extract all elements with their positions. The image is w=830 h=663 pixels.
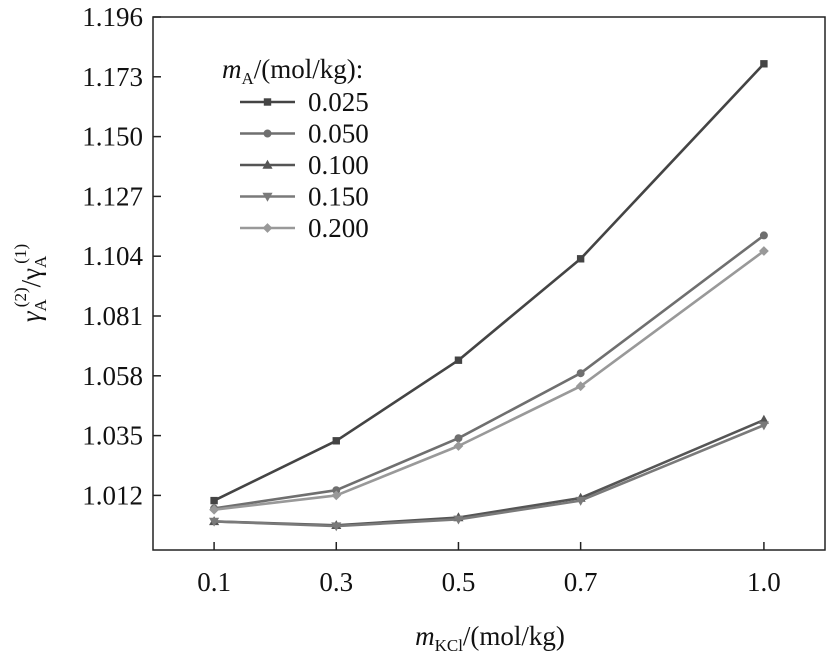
series-0.200 bbox=[209, 246, 769, 515]
legend-marker bbox=[262, 192, 273, 202]
series-0.100 bbox=[209, 414, 769, 529]
y-tick-label: 1.150 bbox=[82, 122, 143, 152]
series-0.025 bbox=[210, 60, 768, 505]
y-axis-title: γA(2)/γA(1) bbox=[11, 244, 50, 322]
data-point bbox=[209, 504, 219, 515]
data-point bbox=[331, 522, 342, 532]
legend-label: 0.050 bbox=[308, 119, 369, 149]
y-tick-label: 1.173 bbox=[82, 62, 143, 92]
x-tick-label: 0.3 bbox=[319, 567, 353, 597]
series-line bbox=[214, 418, 765, 527]
legend-marker bbox=[263, 98, 272, 106]
legend-item-0.100: 0.100 bbox=[240, 150, 369, 180]
data-point bbox=[210, 496, 218, 505]
legend-label: 0.100 bbox=[308, 150, 369, 180]
y-tick-label: 1.196 bbox=[82, 2, 143, 32]
legend-label: 0.025 bbox=[308, 87, 369, 117]
y-tick-label: 1.012 bbox=[82, 480, 143, 510]
y-tick-label: 1.058 bbox=[82, 361, 143, 391]
data-point bbox=[760, 60, 768, 68]
data-point bbox=[453, 441, 464, 451]
legend-item-0.050: 0.050 bbox=[240, 119, 369, 149]
data-point bbox=[759, 231, 768, 240]
data-point bbox=[758, 421, 769, 431]
legend-label: 0.150 bbox=[308, 182, 369, 212]
legend-item-0.150: 0.150 bbox=[240, 182, 369, 212]
legend-marker bbox=[262, 159, 273, 169]
data-point bbox=[576, 369, 585, 378]
series-line bbox=[213, 234, 765, 510]
data-point bbox=[332, 437, 340, 445]
x-axis-title: mKCl/(mol/kg) bbox=[415, 621, 565, 655]
data-point bbox=[454, 356, 463, 364]
series-line bbox=[214, 423, 765, 528]
legend-title: mA/(mol/kg): bbox=[222, 54, 363, 88]
data-point bbox=[759, 246, 769, 256]
legend-label: 0.200 bbox=[308, 213, 369, 243]
x-tick-label: 0.7 bbox=[564, 567, 598, 597]
y-tick-label: 1.127 bbox=[82, 181, 143, 211]
series-line bbox=[213, 62, 765, 502]
y-tick-label: 1.035 bbox=[82, 421, 143, 451]
data-point bbox=[209, 517, 220, 527]
x-tick-label: 0.1 bbox=[197, 567, 231, 597]
legend-item-0.025: 0.025 bbox=[240, 87, 369, 117]
legend-item-0.200: 0.200 bbox=[240, 213, 369, 243]
legend-marker bbox=[263, 129, 272, 138]
plot-frame bbox=[152, 16, 826, 551]
series-0.050 bbox=[210, 231, 768, 513]
y-tick-label: 1.104 bbox=[82, 241, 143, 271]
data-point bbox=[331, 490, 342, 501]
data-point bbox=[576, 255, 585, 263]
x-tick-label: 0.5 bbox=[442, 567, 476, 597]
x-tick-label: 1.0 bbox=[747, 567, 781, 597]
data-point bbox=[454, 434, 463, 443]
series-line bbox=[213, 249, 765, 511]
data-point bbox=[453, 515, 464, 525]
series-0.150 bbox=[209, 421, 769, 532]
y-tick-label: 1.081 bbox=[82, 301, 143, 331]
data-point bbox=[575, 496, 586, 506]
data-point bbox=[575, 381, 586, 392]
legend-marker bbox=[262, 223, 273, 233]
